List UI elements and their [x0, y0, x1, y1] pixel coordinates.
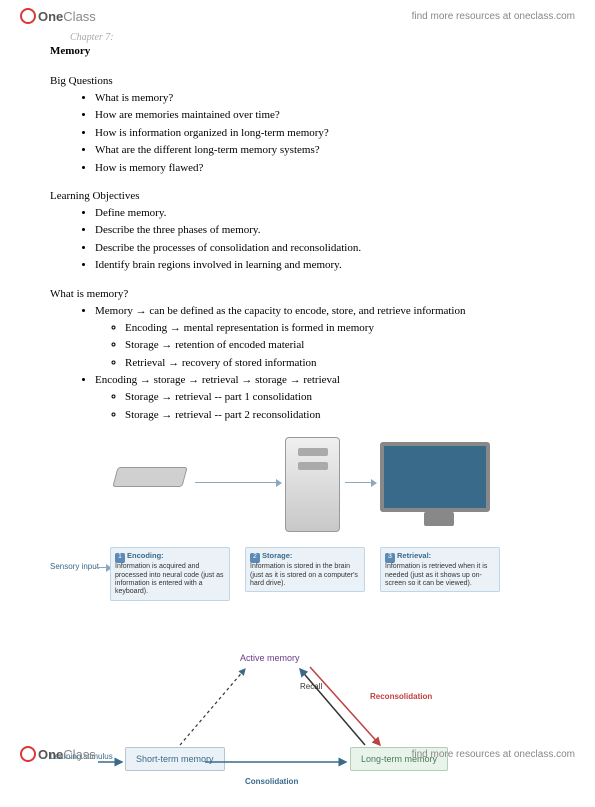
- logo-ring-icon: [20, 746, 36, 762]
- page-header: OneClass find more resources at oneclass…: [0, 0, 595, 32]
- keyboard-icon: [115, 467, 195, 497]
- objectives-list: Define memory. Describe the three phases…: [95, 206, 545, 274]
- list-item: How is information organized in long-ter…: [95, 126, 545, 141]
- list-item: Define memory.: [95, 206, 545, 221]
- chapter-label: Chapter 7:: [70, 32, 545, 43]
- logo: OneClass: [20, 746, 96, 762]
- logo-text: OneClass: [38, 747, 96, 762]
- badge-icon: 2: [250, 553, 260, 563]
- list-item: Identify brain regions involved in learn…: [95, 258, 545, 273]
- monitor-icon: [380, 442, 490, 512]
- consolidation-label: Consolidation: [245, 777, 298, 786]
- logo-ring-icon: [20, 8, 36, 24]
- reconsolidation-label: Reconsolidation: [370, 692, 432, 701]
- memory-def-list: Memory → can be defined as the capacity …: [95, 304, 545, 424]
- list-item: What are the different long-term memory …: [95, 143, 545, 158]
- section-big-questions: Big Questions: [50, 75, 545, 87]
- logo-text: OneClass: [38, 9, 96, 24]
- badge-icon: 1: [115, 553, 125, 563]
- list-item: Storage → retrieval -- part 2 reconsolid…: [125, 408, 545, 423]
- section-objectives: Learning Objectives: [50, 190, 545, 202]
- list-item: What is memory?: [95, 91, 545, 106]
- arrow-icon: [195, 482, 280, 483]
- arrow-icon: [95, 567, 110, 568]
- logo: OneClass: [20, 8, 96, 24]
- active-memory-node: Active memory: [230, 647, 310, 669]
- retrieval-box: 3Retrieval: Information is retrieved whe…: [380, 547, 500, 592]
- list-item: Encoding → storage → retrieval → storage…: [95, 373, 545, 388]
- computer-tower-icon: [285, 437, 340, 532]
- list-item: Encoding → mental representation is form…: [125, 321, 545, 336]
- encoding-diagram: Sensory input 1Encoding: Information is …: [50, 437, 545, 637]
- badge-icon: 3: [385, 553, 395, 563]
- header-link[interactable]: find more resources at oneclass.com: [412, 11, 575, 22]
- page-footer: OneClass find more resources at oneclass…: [0, 738, 595, 770]
- list-item: Memory → can be defined as the capacity …: [95, 304, 545, 319]
- list-item: Storage → retention of encoded material: [125, 338, 545, 353]
- sensory-input-label: Sensory input: [50, 562, 99, 571]
- list-item: Storage → retrieval -- part 1 consolidat…: [125, 390, 545, 405]
- list-item: How are memories maintained over time?: [95, 108, 545, 123]
- recall-label: Recall: [300, 682, 322, 691]
- arrow-icon: [345, 482, 375, 483]
- page-title: Memory: [50, 45, 545, 57]
- list-item: Retrieval → recovery of stored informati…: [125, 356, 545, 371]
- list-item: Describe the three phases of memory.: [95, 223, 545, 238]
- section-what-is-memory: What is memory?: [50, 288, 545, 300]
- consolidation-diagram: Active memory Short-term memory Long-ter…: [50, 647, 545, 807]
- storage-box: 2Storage: Information is stored in the b…: [245, 547, 365, 592]
- encoding-box: 1Encoding: Information is acquired and p…: [110, 547, 230, 601]
- list-item: How is memory flawed?: [95, 161, 545, 176]
- list-item: Describe the processes of consolidation …: [95, 241, 545, 256]
- document-content: Chapter 7: Memory Big Questions What is …: [0, 32, 595, 807]
- big-questions-list: What is memory? How are memories maintai…: [95, 91, 545, 176]
- footer-link[interactable]: find more resources at oneclass.com: [412, 749, 575, 760]
